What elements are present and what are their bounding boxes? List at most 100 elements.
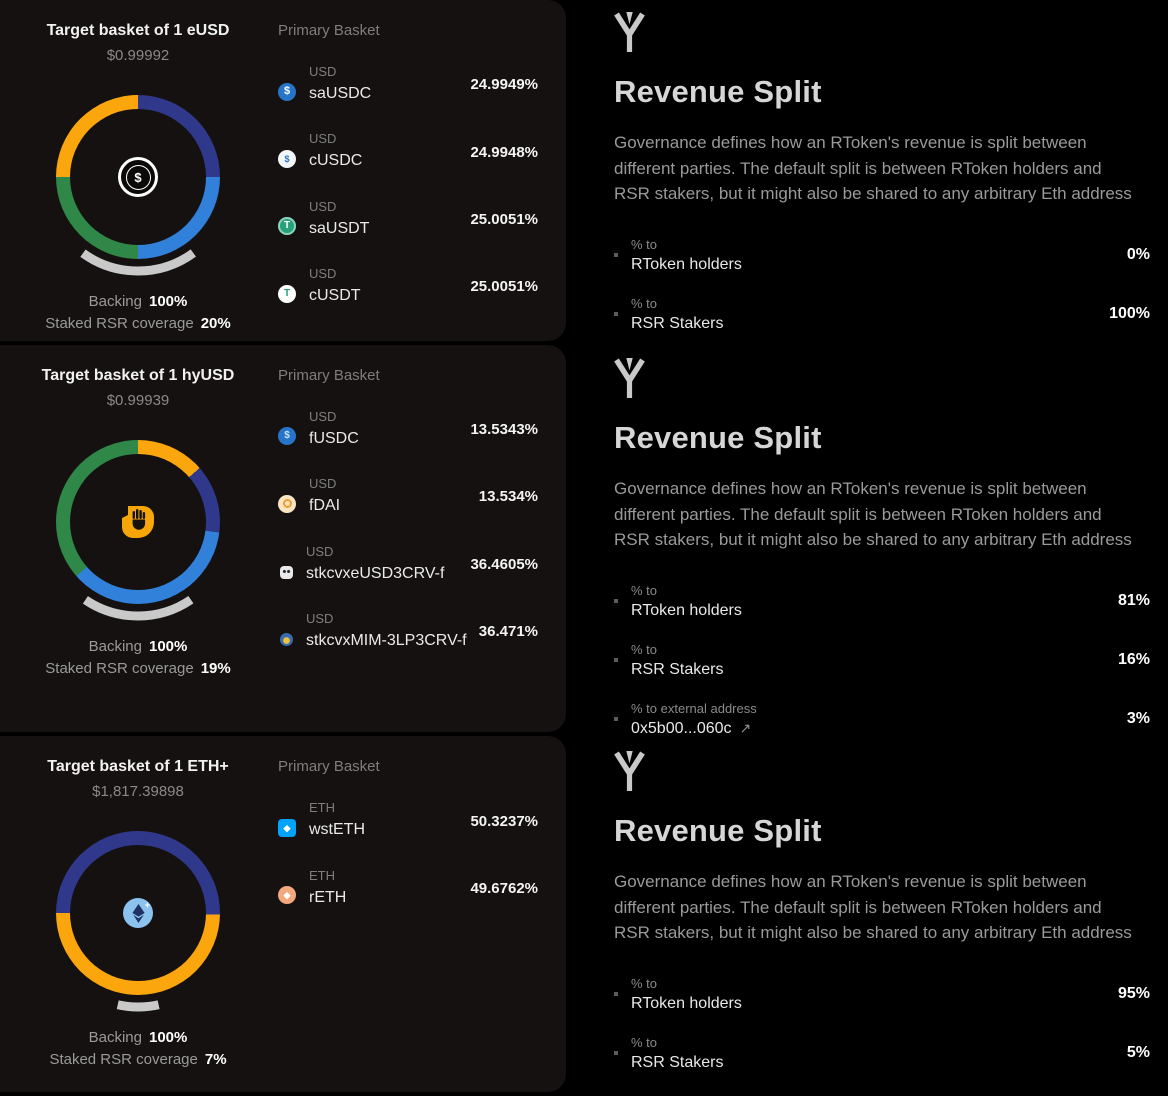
revenue-split-row: % to external address 0x5b00...060c ↗ 3% [614,701,1150,738]
revenue-split-section-0: Revenue Split Governance defines how an … [566,0,1168,346]
revenue-split-row-name-text: RSR Stakers [631,660,724,678]
cusdc-token-icon: $ [278,150,296,169]
revenue-split-row-name: RToken holders [631,602,742,620]
revenue-split-title: Revenue Split [614,420,822,455]
rtoken-card-1: Target basket of 1 hyUSD $0.99939 Backin… [0,344,566,733]
coverage-row: Staked RSR coverage 7% [49,1051,226,1068]
reth-token-icon: ◆ [278,886,296,905]
revenue-split-row-name-text: RSR Stakers [631,1053,724,1071]
token-name: stkcvxMIM-3LP3CRV-f [306,631,467,649]
token-distribution-pct: 36.471% [478,623,538,641]
coverage-label: Staked RSR coverage [49,1051,198,1069]
revenue-split-row-label: % to [631,1034,658,1050]
coverage-label: Staked RSR coverage [45,659,194,677]
revenue-split-row-name-text: 0x5b00...060c [631,719,732,737]
token-target-unit: USD [306,610,334,626]
primary-basket-header: Primary Basket [278,758,380,776]
revenue-split-row: % to RSR Stakers 100% [614,296,1150,333]
coverage-value: 7% [204,1051,227,1069]
wsteth-token-icon: ◆ [278,819,296,837]
basket-overview: Target basket of 1 ETH+ $1,817.39898 + B… [14,750,262,1092]
basket-overview: Target basket of 1 eUSD $0.99992 $ Backi… [14,14,262,341]
revenue-split-row-name: RToken holders [631,256,742,274]
rtoken-card-0: Target basket of 1 eUSD $0.99992 $ Backi… [0,0,566,341]
revenue-split-row: % to RToken holders 81% [614,583,1150,620]
revenue-split-value: 81% [1117,592,1150,609]
token-name: cUSDT [309,287,361,305]
revenue-split-value: 3% [1126,710,1150,727]
token-distribution-pct: 24.9949% [470,76,538,94]
revenue-split-description: Governance defines how an RToken's reven… [614,479,1132,549]
backing-value: 100% [148,637,188,655]
bullet-icon [614,253,618,257]
revenue-split-row-name: RToken holders [631,995,742,1013]
token-name: fUSDC [309,429,359,447]
basket-token-row: T USD saUSDT 25.0051% [278,199,538,240]
rtoken-cards-column: Target basket of 1 eUSD $0.99992 $ Backi… [0,0,566,1096]
revenue-split-row-label: % to [631,641,658,657]
sausdt-token-icon: T [278,217,296,236]
external-address-link[interactable]: 0x5b00...060c ↗ [631,720,757,738]
basket-token-row: $ USD saUSDC 24.9949% [278,64,538,105]
backing-value: 100% [148,1029,188,1047]
token-distribution-pct: 13.5343% [470,420,538,438]
coverage-value: 20% [200,315,231,332]
bullet-icon [614,599,618,603]
primary-basket-panel: Primary Basket ◆ ETH wstETH 50.3237% ◆ E… [262,750,538,1092]
arrow-up-right-icon[interactable]: ↗ [739,720,752,736]
token-distribution-pct: 50.3237% [470,812,538,830]
token-distribution-pct: 24.9948% [470,143,538,161]
target-basket-title: Target basket of 1 ETH+ [47,758,229,776]
basket-token-row: USD fDAI 13.534% [278,476,538,517]
token-distribution-pct: 25.0051% [470,278,538,296]
token-target-unit: USD [309,266,337,282]
coverage-row: Staked RSR coverage 20% [45,315,230,332]
revenue-split-row: % to RToken holders 95% [614,976,1150,1013]
revenue-split-row-name-text: RToken holders [631,255,742,273]
rsr-coverage-gauge [39,78,237,276]
bullet-icon [614,992,618,996]
token-name: stkcvxeUSD3CRV-f [306,564,445,582]
bullet-icon [614,312,618,316]
basket-donut-chart [35,419,241,625]
revenue-split-row-label: % to external address [631,700,757,716]
revenue-split-section-2: Revenue Split Governance defines how an … [566,739,1168,1096]
coverage-value: 19% [200,659,231,677]
revenue-split-row-name-text: RToken holders [631,994,742,1012]
backing-row: Backing 100% [49,1029,226,1046]
token-distribution-pct: 49.6762% [470,879,538,897]
revenue-split-row: % to RSR Stakers 5% [614,1035,1150,1072]
basket-token-row: ◆ ETH wstETH 50.3237% [278,800,538,841]
revenue-split-row-name-text: RToken holders [631,601,742,619]
stkcvx-mim3lp-token-icon [280,633,293,647]
target-basket-price: $0.99992 [106,47,170,64]
basket-token-row: ◆ ETH rETH 49.6762% [278,868,538,909]
backing-label: Backing [88,637,142,655]
fusdc-token-icon: $ [278,427,296,446]
basket-overview: Target basket of 1 hyUSD $0.99939 Backin… [14,359,262,733]
token-distribution-pct: 25.0051% [470,210,538,228]
revenue-split-column: Revenue Split Governance defines how an … [566,0,1168,1096]
bullet-icon [614,1051,618,1055]
revenue-split-value: 5% [1126,1044,1150,1061]
backing-value: 100% [148,293,188,310]
hyusd-logo [122,505,154,538]
revenue-split-row-name: RSR Stakers [631,315,723,333]
revenue-split-row: % to RSR Stakers 16% [614,642,1150,679]
token-name: rETH [309,888,347,906]
reserve-logo [614,12,645,52]
revenue-split-row-label: % to [631,975,658,991]
token-target-unit: USD [309,198,337,214]
fdai-token-icon [278,494,296,513]
reserve-logo [614,358,645,398]
target-basket-title: Target basket of 1 eUSD [46,22,230,39]
token-target-unit: USD [309,131,337,147]
coverage-label: Staked RSR coverage [45,315,194,332]
primary-basket-panel: Primary Basket $ USD fUSDC 13.5343% USD … [262,359,538,733]
primary-basket-header: Primary Basket [278,366,380,384]
cusdt-token-icon: T [278,284,296,303]
revenue-split-value: 100% [1109,305,1150,322]
bullet-icon [614,717,618,721]
revenue-split-value: 95% [1117,985,1150,1002]
backing-label: Backing [88,1029,142,1047]
